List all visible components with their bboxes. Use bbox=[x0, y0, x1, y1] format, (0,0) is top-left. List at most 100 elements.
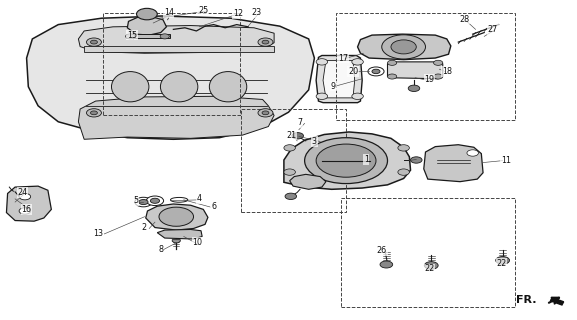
Text: 7: 7 bbox=[298, 118, 302, 127]
Text: 22: 22 bbox=[496, 259, 507, 268]
Text: 21: 21 bbox=[286, 131, 297, 140]
Text: 18: 18 bbox=[442, 67, 452, 76]
Text: 9: 9 bbox=[331, 82, 336, 91]
Circle shape bbox=[467, 150, 478, 156]
Circle shape bbox=[372, 69, 380, 74]
Text: 12: 12 bbox=[233, 9, 243, 18]
Text: 11: 11 bbox=[501, 156, 511, 165]
Text: 3: 3 bbox=[312, 137, 317, 146]
Polygon shape bbox=[128, 17, 167, 35]
Circle shape bbox=[408, 85, 419, 92]
Text: 25: 25 bbox=[198, 6, 208, 15]
Circle shape bbox=[19, 208, 31, 214]
Circle shape bbox=[305, 138, 388, 184]
Text: 20: 20 bbox=[348, 67, 358, 76]
Circle shape bbox=[380, 261, 393, 268]
Polygon shape bbox=[146, 204, 208, 230]
Circle shape bbox=[316, 59, 328, 65]
Circle shape bbox=[91, 111, 98, 115]
Polygon shape bbox=[358, 34, 451, 60]
Circle shape bbox=[316, 144, 376, 177]
Bar bbox=[342, 198, 515, 307]
Polygon shape bbox=[126, 34, 170, 38]
Circle shape bbox=[19, 194, 31, 200]
Text: 27: 27 bbox=[488, 25, 498, 34]
Bar bbox=[103, 13, 240, 116]
Text: 26: 26 bbox=[377, 246, 387, 255]
Polygon shape bbox=[158, 229, 202, 239]
Polygon shape bbox=[78, 26, 274, 53]
Circle shape bbox=[91, 40, 98, 44]
Circle shape bbox=[135, 197, 152, 207]
Text: 5: 5 bbox=[133, 196, 138, 205]
Text: 22: 22 bbox=[425, 264, 434, 274]
Circle shape bbox=[159, 207, 193, 226]
Polygon shape bbox=[84, 46, 274, 52]
Circle shape bbox=[258, 38, 273, 46]
Circle shape bbox=[433, 74, 443, 79]
Circle shape bbox=[382, 35, 425, 59]
Circle shape bbox=[147, 196, 164, 205]
Circle shape bbox=[368, 67, 384, 76]
Circle shape bbox=[391, 40, 416, 54]
Circle shape bbox=[352, 93, 364, 100]
Bar bbox=[336, 13, 515, 121]
Circle shape bbox=[126, 34, 135, 39]
Polygon shape bbox=[290, 174, 326, 189]
Ellipse shape bbox=[170, 197, 188, 202]
Ellipse shape bbox=[111, 72, 149, 102]
Circle shape bbox=[316, 93, 328, 100]
Polygon shape bbox=[284, 132, 410, 189]
Text: 17: 17 bbox=[338, 53, 349, 62]
Polygon shape bbox=[424, 145, 483, 182]
Text: 1: 1 bbox=[364, 155, 369, 164]
Bar bbox=[241, 109, 346, 212]
Circle shape bbox=[262, 40, 269, 44]
Circle shape bbox=[496, 257, 509, 264]
Circle shape bbox=[137, 8, 158, 20]
Circle shape bbox=[424, 262, 438, 269]
Circle shape bbox=[139, 199, 148, 204]
Circle shape bbox=[292, 132, 304, 139]
Text: 19: 19 bbox=[425, 75, 434, 84]
Text: 6: 6 bbox=[211, 202, 216, 211]
Polygon shape bbox=[172, 240, 180, 243]
Text: 8: 8 bbox=[158, 245, 163, 254]
Circle shape bbox=[285, 193, 297, 199]
Circle shape bbox=[284, 169, 295, 175]
Text: FR.: FR. bbox=[516, 294, 537, 305]
Polygon shape bbox=[316, 55, 362, 103]
Text: 28: 28 bbox=[459, 15, 469, 24]
Circle shape bbox=[352, 59, 364, 65]
Circle shape bbox=[410, 157, 422, 163]
Text: 16: 16 bbox=[21, 205, 32, 214]
Circle shape bbox=[388, 74, 397, 79]
Text: 15: 15 bbox=[127, 31, 137, 40]
Ellipse shape bbox=[209, 72, 247, 102]
Circle shape bbox=[87, 109, 102, 117]
Polygon shape bbox=[78, 96, 274, 139]
Text: 10: 10 bbox=[193, 238, 203, 247]
Circle shape bbox=[398, 169, 409, 175]
Circle shape bbox=[433, 60, 443, 65]
Circle shape bbox=[151, 198, 160, 203]
Circle shape bbox=[388, 60, 397, 65]
Polygon shape bbox=[6, 186, 51, 221]
Circle shape bbox=[87, 38, 102, 46]
Circle shape bbox=[284, 145, 295, 151]
Circle shape bbox=[160, 34, 169, 39]
Ellipse shape bbox=[160, 72, 198, 102]
Polygon shape bbox=[323, 60, 355, 98]
Text: 14: 14 bbox=[164, 8, 174, 17]
Polygon shape bbox=[27, 16, 314, 139]
Text: 13: 13 bbox=[93, 229, 103, 238]
Polygon shape bbox=[388, 62, 443, 79]
Text: 24: 24 bbox=[17, 188, 28, 197]
Circle shape bbox=[398, 145, 409, 151]
Text: 2: 2 bbox=[141, 223, 146, 232]
Polygon shape bbox=[550, 298, 564, 305]
Text: 4: 4 bbox=[197, 194, 202, 204]
Text: 23: 23 bbox=[252, 8, 262, 17]
Circle shape bbox=[258, 109, 273, 117]
Circle shape bbox=[262, 111, 269, 115]
